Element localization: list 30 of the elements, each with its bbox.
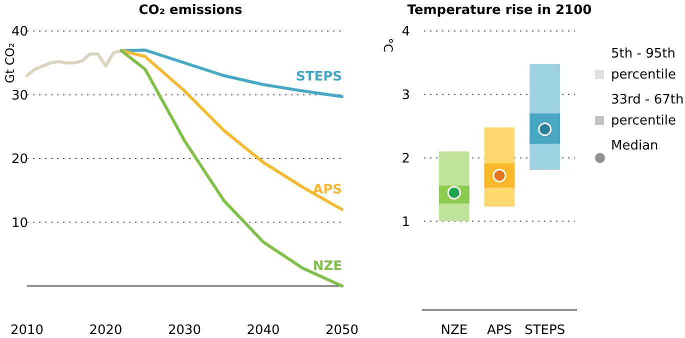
x-tick-label: 2050: [325, 323, 359, 338]
y-axis-title: °C: [381, 38, 395, 52]
x-tick-label: 2010: [10, 323, 44, 338]
y-tick-label: 2: [402, 151, 410, 166]
x-tick-label: STEPS: [524, 323, 566, 338]
series-label: STEPS: [296, 70, 342, 85]
x-tick-label: APS: [487, 323, 512, 338]
y-tick-label: 20: [11, 152, 28, 168]
x-tick-label: 2020: [89, 323, 122, 338]
y-tick-label: 1: [402, 214, 410, 230]
x-tick-label: 2040: [246, 323, 280, 338]
chart-title: Temperature rise in 2100: [407, 3, 592, 18]
y-tick-label: 40: [11, 24, 28, 40]
x-tick-label: NZE: [440, 323, 468, 338]
series-label: APS: [313, 182, 342, 198]
y-tick-label: 30: [11, 88, 28, 104]
line-series: [120, 49, 344, 211]
text: Median: [611, 138, 658, 154]
line-series: [120, 48, 344, 98]
series-label: NZE: [312, 259, 342, 274]
chart-title: CO₂ emissions: [138, 3, 242, 18]
text: 5th - 95th percentile: [611, 46, 676, 82]
y-axis-title: Gt CO₂: [3, 42, 17, 84]
line-series: [120, 49, 344, 288]
y-tick-label: 4: [402, 24, 410, 40]
text: 33rd - 67th percentile: [611, 92, 684, 128]
y-tick-label: 3: [402, 88, 410, 103]
y-tick-label: 10: [11, 216, 28, 231]
line-series: [26, 49, 123, 78]
x-tick-label: 2030: [168, 323, 202, 338]
